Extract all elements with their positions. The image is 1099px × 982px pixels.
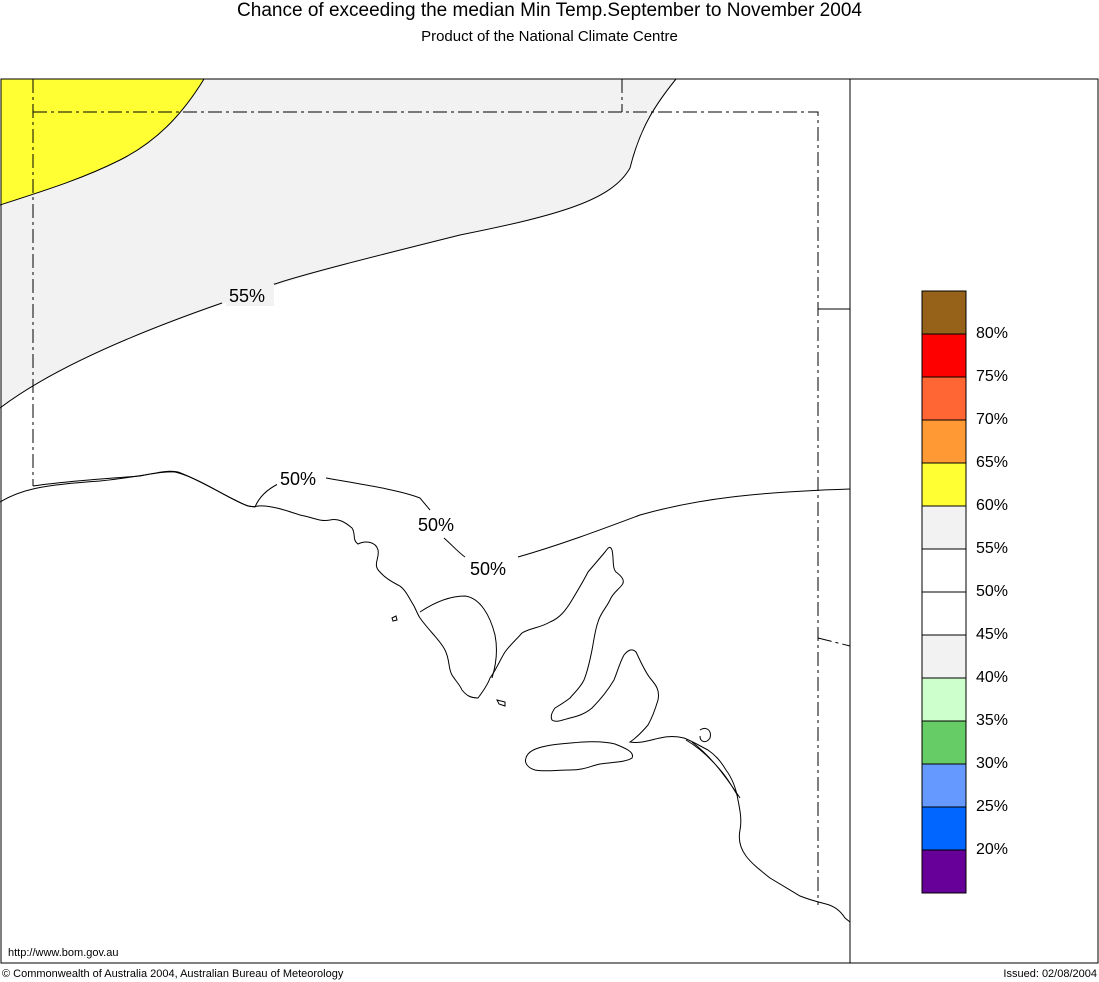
legend-colorbar	[921, 290, 967, 894]
issued-date: Issued: 02/08/2004	[1003, 968, 1097, 980]
legend-swatch	[921, 677, 967, 722]
legend-swatch	[921, 806, 967, 851]
legend-swatch	[921, 591, 967, 636]
legend-swatch	[921, 720, 967, 765]
legend-label: 55%	[976, 540, 1009, 557]
legend-label: 80%	[976, 325, 1009, 342]
map-title: Chance of exceeding the median Min Temp.…	[237, 0, 862, 21]
source-url[interactable]: http://www.bom.gov.au	[8, 947, 119, 959]
legend-swatch	[921, 290, 967, 335]
legend-label: 30%	[976, 755, 1009, 772]
eyre-contour	[419, 595, 497, 679]
legend-label: 20%	[976, 841, 1009, 858]
legend-label: 35%	[976, 712, 1009, 729]
contour-label-50-c: 50%	[470, 559, 506, 579]
legend-label: 60%	[976, 497, 1009, 514]
state-border	[32, 79, 851, 905]
coastline	[32, 470, 851, 923]
legend-swatch	[921, 548, 967, 593]
legend-label: 65%	[976, 454, 1009, 471]
kangaroo-island	[525, 741, 634, 772]
region-gt60	[1, 79, 204, 205]
coorong	[685, 727, 741, 799]
contour-label-50-a: 50%	[280, 469, 316, 489]
legend-label: 50%	[976, 583, 1009, 600]
legend-label: 75%	[976, 368, 1009, 385]
legend-swatch	[921, 634, 967, 679]
legend-swatch	[921, 333, 967, 378]
legend-swatch	[921, 376, 967, 421]
legend-label: 25%	[976, 798, 1009, 815]
map-subtitle: Product of the National Climate Centre	[421, 28, 678, 45]
region-55-60	[1, 79, 676, 408]
contour-60	[0, 78, 205, 206]
contour-label-55: 55%	[229, 286, 265, 306]
legend-swatch	[921, 505, 967, 550]
legend-label: 70%	[976, 411, 1009, 428]
copyright-text: © Commonwealth of Australia 2004, Austra…	[2, 968, 344, 980]
contour-label-50-b: 50%	[418, 515, 454, 535]
contour-50	[0, 471, 851, 558]
legend-swatch	[921, 462, 967, 507]
legend-swatch	[921, 849, 967, 894]
legend-swatch	[921, 419, 967, 464]
island-small-2	[496, 699, 506, 707]
legend-label: 40%	[976, 669, 1009, 686]
contour-55	[0, 78, 677, 409]
legend-swatch	[921, 763, 967, 808]
island-small	[391, 615, 398, 622]
legend-label: 45%	[976, 626, 1009, 643]
